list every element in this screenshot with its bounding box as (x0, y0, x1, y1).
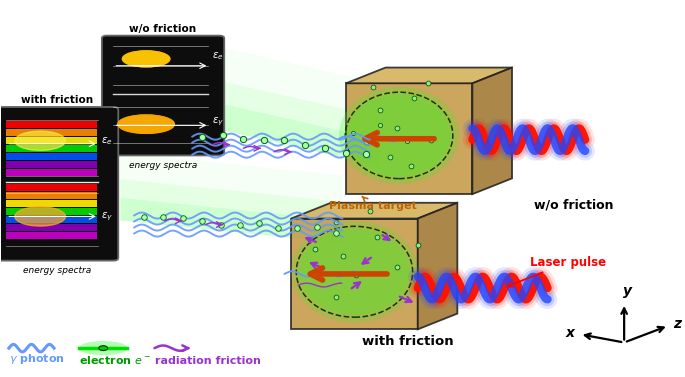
Ellipse shape (15, 207, 66, 226)
Polygon shape (346, 83, 473, 194)
Text: x: x (566, 326, 575, 340)
Text: energy spectra: energy spectra (129, 161, 197, 170)
Ellipse shape (79, 341, 128, 355)
Text: y: y (623, 284, 632, 298)
Polygon shape (121, 198, 342, 243)
Text: with friction: with friction (362, 335, 453, 348)
Ellipse shape (118, 115, 174, 133)
Bar (6, 169, 97, 176)
Bar (6, 192, 97, 199)
Polygon shape (291, 219, 418, 329)
Text: radiation friction: radiation friction (155, 356, 260, 366)
Text: z: z (673, 317, 682, 331)
FancyBboxPatch shape (102, 35, 224, 155)
Ellipse shape (339, 87, 459, 184)
Bar (6, 200, 97, 207)
Bar (6, 208, 97, 215)
Text: Laser pulse: Laser pulse (508, 256, 607, 287)
Bar (6, 129, 97, 136)
Bar (6, 121, 97, 128)
Text: electron $e^-$: electron $e^-$ (79, 354, 151, 366)
Polygon shape (121, 179, 342, 243)
Ellipse shape (347, 94, 451, 177)
Text: Plasma target: Plasma target (329, 196, 416, 211)
Bar (6, 161, 97, 168)
Bar (6, 224, 97, 231)
Polygon shape (346, 67, 512, 83)
Ellipse shape (15, 131, 66, 150)
Bar (6, 153, 97, 160)
Ellipse shape (299, 228, 410, 315)
Polygon shape (165, 35, 380, 166)
Circle shape (99, 346, 108, 351)
Ellipse shape (123, 51, 170, 67)
Polygon shape (165, 68, 380, 166)
Text: $\varepsilon_\gamma$: $\varepsilon_\gamma$ (101, 210, 113, 223)
Text: $\gamma$ photon: $\gamma$ photon (9, 352, 65, 366)
Polygon shape (291, 203, 458, 219)
Text: $\varepsilon_\gamma$: $\varepsilon_\gamma$ (212, 116, 224, 128)
Polygon shape (473, 67, 512, 194)
Bar (6, 145, 97, 152)
Ellipse shape (291, 221, 418, 323)
Text: $\varepsilon_e$: $\varepsilon_e$ (212, 51, 223, 63)
Text: with friction: with friction (21, 95, 93, 105)
Bar (6, 184, 97, 191)
FancyBboxPatch shape (0, 107, 119, 261)
Text: $\varepsilon_e$: $\varepsilon_e$ (101, 135, 113, 147)
Polygon shape (418, 203, 458, 329)
Ellipse shape (123, 51, 170, 67)
Text: energy spectra: energy spectra (23, 266, 91, 275)
Text: w/o friction: w/o friction (534, 199, 613, 212)
Bar (6, 216, 97, 223)
Bar (6, 136, 97, 144)
Text: w/o friction: w/o friction (129, 24, 197, 34)
Bar (6, 232, 97, 239)
Ellipse shape (118, 115, 174, 133)
Polygon shape (121, 153, 342, 243)
Polygon shape (165, 91, 380, 166)
